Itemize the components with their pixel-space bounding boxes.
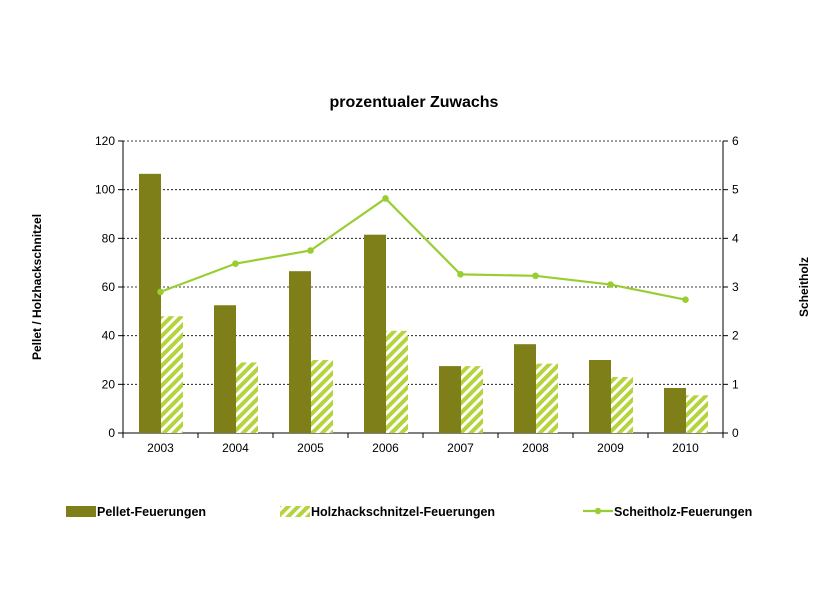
bar-pellet [289,271,311,433]
y-right-tick-label: 3 [732,280,739,294]
legend-marker-scheitholz [594,507,602,515]
y-right-tick-labels: 0 1 2 3 4 5 6 [732,134,739,440]
legend-item-scheitholz: Scheitholz-Feuerungen [583,505,752,519]
point-scheitholz [682,296,689,303]
bar-pellet [214,305,236,433]
y-left-tick-label: 0 [108,426,115,440]
y-left-tick-label: 60 [102,280,116,294]
legend-label-holzhackschnitzel: Holzhackschnitzel-Feuerungen [311,505,495,519]
bar-holzhackschnitzel [536,363,558,433]
line-series [157,195,689,303]
point-scheitholz [607,281,614,288]
x-tick-label: 2006 [372,441,399,455]
point-scheitholz [157,288,164,296]
line-scheitholz [160,196,686,301]
x-tick-label: 2008 [522,441,549,455]
y-left-tick-label: 20 [102,377,116,391]
bar-pellet [664,387,686,433]
chart-title: prozentualer Zuwachs [330,94,499,111]
point-scheitholz [232,260,239,267]
bar-holzhackschnitzel [311,360,333,433]
bar-holzhackschnitzel [236,362,258,433]
y-right-tick-label: 2 [732,329,739,343]
bar-holzhackschnitzel [686,395,708,433]
gridlines [123,140,723,385]
y-left-tick-labels: 0 20 40 60 80 100 120 [95,134,115,440]
bar-pellet [439,366,461,433]
y-right-axis-label: Scheitholz [797,257,811,317]
y-left-axis-label: Pellet / Holzhackschnitzel [30,214,44,360]
point-scheitholz [382,195,389,202]
legend-item-pellet: Pellet-Feuerungen [66,505,206,519]
legend-label-pellet: Pellet-Feuerungen [97,505,206,519]
legend-item-holzhackschnitzel: Holzhackschnitzel-Feuerungen [280,505,495,519]
legend-swatch-holzhackschnitzel [280,506,310,517]
bar-pellet [364,234,386,433]
bar-pellet [514,344,536,433]
point-scheitholz [532,272,539,280]
y-left-tick-label: 100 [95,183,115,197]
x-tick-label: 2003 [147,441,174,455]
x-tick-labels: 2003 2004 2005 2006 2007 2008 2009 2010 [147,441,699,455]
bar-holzhackschnitzel [161,316,183,433]
x-tick-label: 2007 [447,441,474,455]
y-right-tick-label: 0 [732,426,739,440]
x-tick-label: 2010 [672,441,699,455]
bar-holzhackschnitzel [386,330,408,433]
y-left-tick-label: 120 [95,134,115,148]
bar-holzhackschnitzel [461,366,483,433]
y-left-tick-label: 40 [102,329,116,343]
y-right-tick-label: 6 [732,134,739,148]
y-right-tick-label: 4 [732,231,739,245]
y-left-tick-label: 80 [102,231,116,245]
bar-holzhackschnitzel [611,377,633,433]
point-scheitholz [307,247,314,254]
bar-pellet [139,173,161,433]
x-tick-label: 2004 [222,441,249,455]
point-scheitholz [457,271,464,278]
y-right-tick-label: 5 [732,183,739,197]
bar-pellet [589,360,611,433]
legend-label-scheitholz: Scheitholz-Feuerungen [614,505,752,519]
x-tick-label: 2005 [297,441,324,455]
y-right-tick-label: 1 [732,377,739,391]
x-tick-label: 2009 [597,441,624,455]
legend: Pellet-Feuerungen Holzhackschnitzel-Feue… [66,505,752,519]
legend-swatch-pellet [66,506,96,517]
bars [139,173,708,433]
